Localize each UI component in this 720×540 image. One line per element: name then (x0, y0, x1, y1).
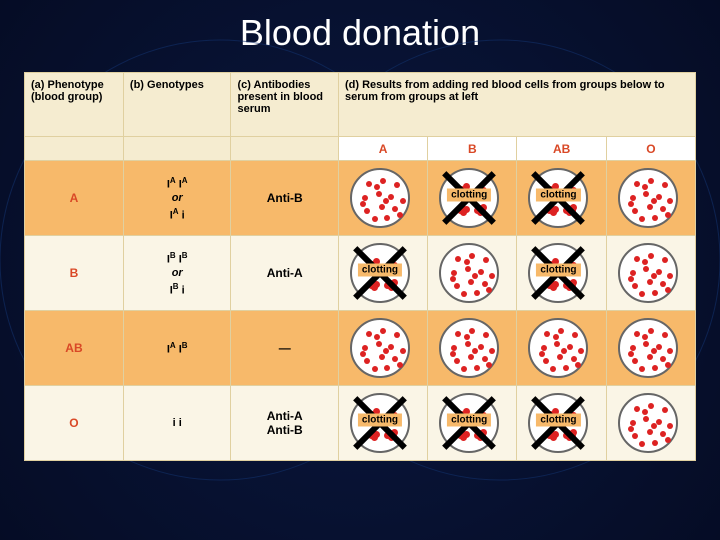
table-row: B IB IBorIB i Anti-A clotting clotting (25, 236, 696, 311)
phenotype-cell: B (25, 236, 124, 311)
result-cell: clotting (339, 236, 421, 310)
petri-dish-icon (350, 168, 410, 228)
result-cell: clotting (517, 386, 599, 460)
donor-col-B: B (428, 137, 517, 161)
antibody-cell: — (231, 311, 339, 386)
page-title: Blood donation (0, 0, 720, 54)
result-cell: clotting (428, 161, 510, 235)
result-cell: clotting (517, 161, 599, 235)
petri-dish-icon (439, 318, 499, 378)
table-row: O i i Anti-AAnti-B clotting clotting clo… (25, 386, 696, 461)
clotting-label: clotting (447, 414, 491, 427)
result-cell (607, 236, 689, 310)
clotting-label: clotting (358, 264, 402, 277)
clotting-label: clotting (536, 264, 580, 277)
petri-dish-icon (350, 318, 410, 378)
phenotype-cell: A (25, 161, 124, 236)
petri-dish-icon (618, 243, 678, 303)
petri-dish-icon (618, 393, 678, 453)
result-cell (339, 161, 421, 235)
phenotype-cell: AB (25, 311, 124, 386)
genotype-cell: IB IBorIB i (123, 236, 231, 311)
header-genotypes: (b) Genotypes (123, 73, 231, 137)
genotype-cell: IA IAorIA i (123, 161, 231, 236)
clotting-label: clotting (536, 414, 580, 427)
genotype-cell: IA IB (123, 311, 231, 386)
table-row: A IA IAorIA i Anti-B clotting clotting (25, 161, 696, 236)
antibody-cell: Anti-A (231, 236, 339, 311)
result-cell (607, 386, 689, 460)
antibody-cell: Anti-B (231, 161, 339, 236)
result-cell: clotting (339, 386, 421, 460)
result-cell (428, 311, 510, 385)
header-phenotype: (a) Phenotype (blood group) (25, 73, 124, 137)
clotting-label: clotting (536, 189, 580, 202)
donor-header-row: A B AB O (25, 137, 696, 161)
result-cell (339, 311, 421, 385)
result-cell: clotting (428, 386, 510, 460)
result-cell (428, 236, 510, 310)
donor-col-AB: AB (517, 137, 606, 161)
donor-col-O: O (606, 137, 695, 161)
clotting-label: clotting (447, 189, 491, 202)
blood-table: (a) Phenotype (blood group) (b) Genotype… (24, 72, 696, 461)
result-cell (607, 311, 689, 385)
petri-dish-icon (618, 318, 678, 378)
result-cell: clotting (517, 236, 599, 310)
header-antibodies: (c) Antibodies present in blood serum (231, 73, 339, 137)
petri-dish-icon (439, 243, 499, 303)
petri-dish-icon (528, 318, 588, 378)
result-cell (517, 311, 599, 385)
header-results: (d) Results from adding red blood cells … (338, 73, 695, 137)
result-cell (607, 161, 689, 235)
table-row: AB IA IB — (25, 311, 696, 386)
donor-col-A: A (338, 137, 427, 161)
phenotype-cell: O (25, 386, 124, 461)
antibody-cell: Anti-AAnti-B (231, 386, 339, 461)
clotting-label: clotting (358, 414, 402, 427)
petri-dish-icon (618, 168, 678, 228)
header-row: (a) Phenotype (blood group) (b) Genotype… (25, 73, 696, 137)
genotype-cell: i i (123, 386, 231, 461)
